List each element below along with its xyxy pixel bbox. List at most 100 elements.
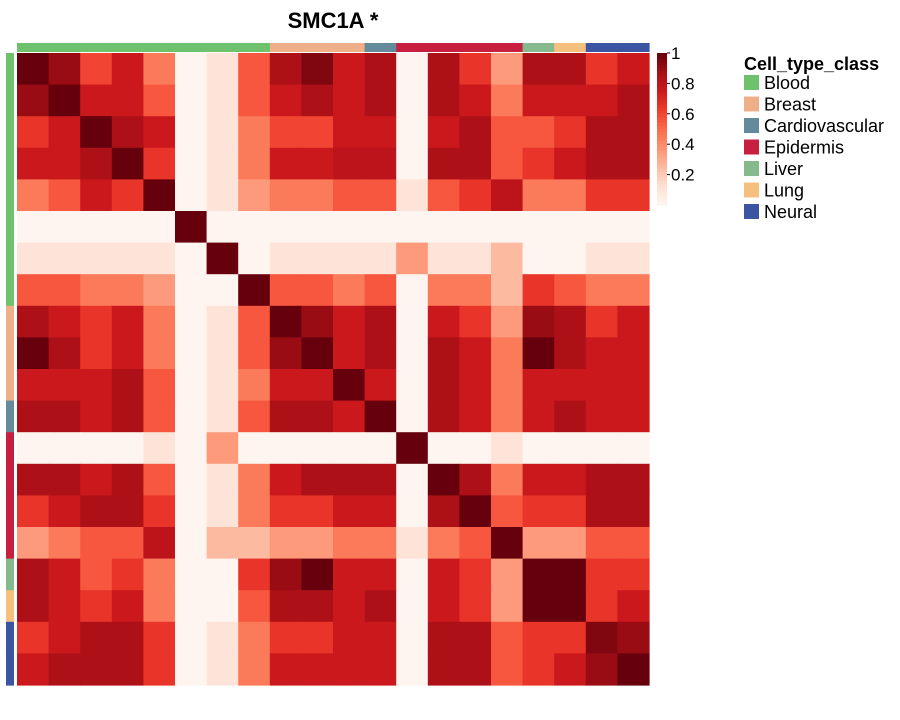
heatmap-cell [396,53,429,86]
chart-title: SMC1A * [288,8,379,33]
heatmap-cell [554,369,587,402]
heatmap-cell [554,305,587,338]
heatmap-cell [48,527,81,560]
heatmap-cell [364,211,397,244]
legend-title: Cell_type_class [744,54,879,74]
legend-label: Cardiovascular [764,116,884,136]
heatmap-cell [333,84,366,117]
heatmap-cell [491,527,524,560]
heatmap-cell [48,621,81,654]
heatmap-cell [333,463,366,496]
colorbar-segment [657,80,667,84]
heatmap-cell [396,369,429,402]
row-annotation-cell [6,432,14,465]
heatmap-cell [522,305,555,338]
heatmap-cell [143,400,176,433]
heatmap-cell [238,116,271,149]
heatmap-cell [17,653,50,686]
column-annotation-cell [48,43,81,52]
heatmap-cell [364,53,397,86]
heatmap-cell [427,84,460,117]
heatmap-cell [491,463,524,496]
row-annotation-cell [6,653,14,686]
heatmap-cell [459,558,492,591]
heatmap-cell [175,305,208,338]
heatmap-cell [364,369,397,402]
heatmap-cell [111,400,144,433]
heatmap-cell [80,527,113,560]
heatmap-cell [269,147,302,180]
heatmap-cell [491,495,524,528]
heatmap-cell [80,400,113,433]
heatmap-cell [585,495,618,528]
colorbar-segment [657,56,667,60]
colorbar-segment [657,183,667,188]
heatmap-cell [111,432,144,465]
heatmap-cell [427,147,460,180]
heatmap-cell [111,558,144,591]
heatmap-cell [206,53,239,86]
heatmap-cell [617,242,650,275]
heatmap-cell [554,432,587,465]
row-annotation-cell [6,621,14,654]
heatmap-cell [617,590,650,623]
legend-swatch [744,75,759,90]
heatmap-cell [396,179,429,212]
heatmap-cell [427,400,460,433]
heatmap-cell [459,369,492,402]
heatmap-cell [585,274,618,307]
heatmap-cell [522,337,555,370]
column-annotation-cell [491,43,524,52]
heatmap-cell [206,211,239,244]
heatmap-cell [585,653,618,686]
colorbar-segment [657,162,667,166]
heatmap-cell [269,495,302,528]
legend-label: Breast [764,95,816,115]
heatmap-cell [238,147,271,180]
heatmap-cell [333,179,366,212]
heatmap-cell [427,116,460,149]
heatmap-cell [206,400,239,433]
heatmap-cell [459,147,492,180]
colorbar-segment [657,147,667,151]
heatmap-cell [427,179,460,212]
heatmap-cell [617,495,650,528]
colorbar-segment [657,74,667,78]
colorbar-segment [657,129,667,133]
heatmap-cell [301,369,334,402]
colorbar-segment [657,153,667,157]
heatmap-cell [333,432,366,465]
heatmap-cell [48,369,81,402]
heatmap-cell [554,147,587,180]
heatmap-cell [333,147,366,180]
heatmap-cell [522,590,555,623]
heatmap-cell [427,590,460,623]
heatmap-cell [238,527,271,560]
row-annotation-cell [6,211,14,244]
heatmap-cell [238,558,271,591]
heatmap-cell [175,558,208,591]
heatmap-cell [206,147,239,180]
colorbar-segment [657,101,667,106]
heatmap-cell [111,179,144,212]
heatmap-cell [301,274,334,307]
heatmap-cell [491,211,524,244]
heatmap-cell [333,495,366,528]
heatmap-cell [143,211,176,244]
heatmap-cell [364,527,397,560]
heatmap-cell [80,53,113,86]
heatmap-cell [554,558,587,591]
colorbar-segment [657,198,667,203]
heatmap-cell [301,147,334,180]
heatmap-cell [238,179,271,212]
heatmap-cell [585,527,618,560]
heatmap-cell [238,337,271,370]
heatmap-cell [585,242,618,275]
colorbar-segment [657,68,667,72]
heatmap-cell [175,369,208,402]
heatmap-cell [301,305,334,338]
heatmap-cell [427,274,460,307]
column-annotation-cell [617,43,650,52]
heatmap-cell [333,621,366,654]
heatmap-cell [111,116,144,149]
